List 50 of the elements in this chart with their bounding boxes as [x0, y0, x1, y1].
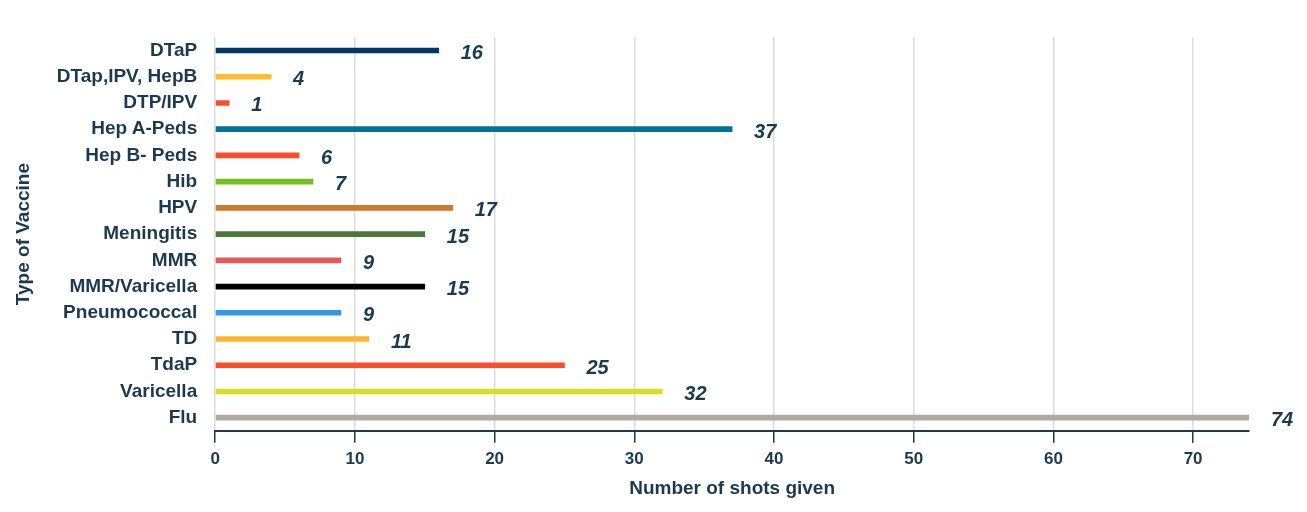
bar [215, 73, 272, 80]
data-label: 74 [1271, 408, 1294, 431]
y-tick-label: TdaP [150, 353, 198, 375]
y-tick-label: Hep B- Peds [85, 143, 198, 165]
y-tick-label: Hib [166, 169, 198, 191]
y-tick-label: Hep A-Peds [91, 117, 198, 139]
bar [215, 362, 565, 369]
bar [215, 205, 454, 211]
x-tick-label: 60 [1043, 448, 1063, 468]
data-label: 7 [335, 172, 348, 195]
data-label: 4 [292, 67, 305, 90]
data-label: 15 [446, 224, 470, 247]
y-tick-label: HPV [158, 196, 198, 218]
y-tick-label: Varicella [120, 379, 198, 401]
bar [215, 257, 342, 264]
y-tick-label: Meningitis [103, 222, 198, 244]
data-label: 25 [585, 355, 610, 378]
bar [215, 309, 342, 316]
x-tick-label: 30 [624, 448, 644, 468]
bar [215, 100, 230, 106]
data-label: 16 [460, 41, 484, 64]
data-label: 32 [684, 381, 707, 404]
y-tick-label: TD [171, 327, 198, 349]
bar [215, 126, 733, 133]
data-label: 11 [390, 329, 412, 352]
data-label: 15 [446, 277, 470, 300]
y-tick-label: DTaP [150, 38, 198, 60]
x-tick-label: 0 [210, 448, 220, 468]
bar [215, 231, 426, 237]
y-axis-title: Type of Vaccine [11, 163, 33, 306]
data-label: 9 [362, 250, 375, 273]
y-tick-label: DTap,IPV, HepB [56, 64, 198, 86]
bar [215, 414, 1249, 421]
x-tick-label: 20 [485, 448, 505, 468]
y-tick-label: DTP/IPV [123, 91, 198, 113]
data-label: 6 [321, 145, 334, 168]
x-tick-label: 50 [904, 448, 924, 468]
data-label: 9 [362, 303, 375, 326]
x-axis-title: Number of shots given [629, 476, 836, 498]
y-tick-label: Flu [168, 405, 198, 427]
bar [215, 336, 370, 342]
x-tick-label: 70 [1183, 448, 1203, 468]
y-tick-label: MMR [151, 248, 198, 270]
y-tick-label: Pneumococcal [63, 301, 198, 323]
x-tick-label: 40 [764, 448, 784, 468]
data-label: 1 [251, 93, 263, 116]
x-tick-label: 10 [345, 448, 365, 468]
data-label: 37 [754, 119, 778, 142]
data-label: 17 [474, 198, 498, 221]
y-tick-label: MMR/Varicella [69, 274, 198, 296]
